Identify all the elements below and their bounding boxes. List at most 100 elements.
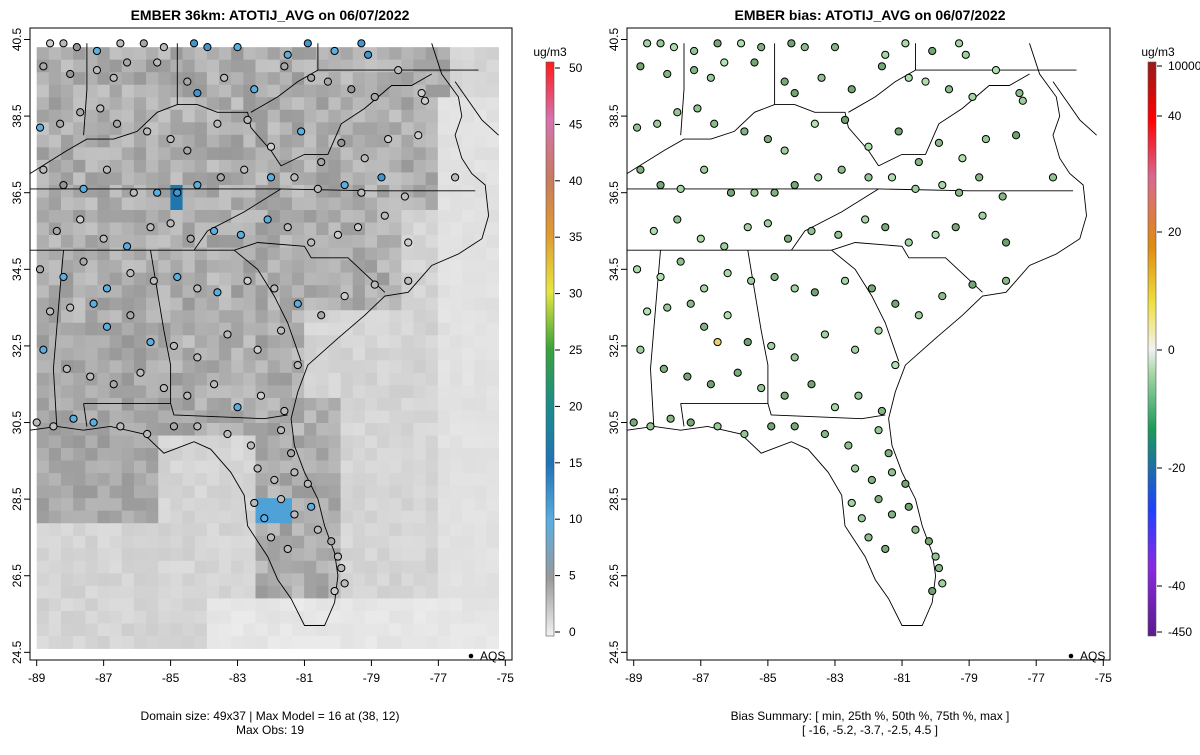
model-grid-cell (316, 59, 329, 73)
model-grid-cell (267, 498, 281, 512)
model-grid-cell (316, 335, 329, 349)
model-grid-cell (182, 172, 196, 186)
model-grid-cell (61, 635, 74, 649)
state-border (878, 73, 1030, 167)
model-grid-cell (255, 184, 269, 198)
model-grid-cell (243, 623, 256, 637)
model-grid-cell (121, 84, 135, 98)
model-grid-cell (97, 297, 111, 311)
monitor-site (420, 96, 430, 105)
model-grid-cell (267, 84, 281, 98)
monitor-site (89, 299, 98, 308)
model-grid-cell (462, 235, 475, 249)
model-grid-cell (364, 448, 378, 461)
model-grid-cell (61, 397, 74, 411)
model-grid-cell (377, 523, 390, 537)
bias-site (904, 238, 913, 247)
model-grid-cell (133, 335, 147, 349)
model-grid-cell (243, 297, 256, 311)
model-grid-cell (219, 109, 232, 123)
model-grid-cell (73, 310, 86, 324)
model-grid-cell (364, 385, 378, 399)
model-grid-cell (389, 360, 402, 374)
model-grid-cell (449, 535, 463, 549)
model-grid-cell (413, 385, 427, 399)
model-grid-cell (449, 485, 463, 499)
model-grid-cell (255, 109, 269, 123)
model-grid-cell (267, 372, 281, 386)
model-grid-cell (182, 109, 196, 123)
monitor-site (59, 39, 68, 48)
bias-site (981, 134, 990, 144)
y-tick-label: 38.5 (607, 104, 621, 128)
bias-site (901, 39, 910, 48)
model-grid-cell (194, 473, 208, 487)
model-grid-cell (36, 485, 50, 499)
model-grid-cell (255, 172, 269, 186)
model-grid-cell (474, 159, 487, 173)
bias-site (673, 108, 682, 117)
model-grid-cell (97, 84, 111, 98)
model-grid-cell (474, 134, 487, 148)
model-grid-cell (462, 623, 475, 637)
model-grid-cell (328, 448, 341, 461)
model-grid-cell (231, 285, 244, 299)
model-grid-cell (437, 97, 451, 111)
model-grid-cell (437, 122, 451, 136)
model-grid-cell (377, 423, 390, 436)
model-grid-cell (73, 335, 86, 349)
model-grid-cell (182, 360, 196, 374)
bias-site (881, 544, 890, 554)
model-grid-cell (437, 184, 451, 198)
model-grid-cell (401, 147, 414, 161)
model-grid-cell (389, 285, 402, 299)
model-grid-cell (194, 109, 208, 123)
bias-site (814, 173, 823, 182)
monitor-site (122, 58, 132, 67)
model-grid-cell (121, 147, 135, 161)
colorbar-tick-label: 10 (569, 512, 583, 526)
model-grid-cell (85, 97, 98, 111)
model-grid-cell (85, 347, 98, 361)
model-grid-cell (85, 560, 98, 574)
model-grid-cell (304, 147, 317, 161)
model-grid-cell (279, 560, 293, 574)
model-grid-cell (133, 285, 147, 299)
model-grid-cell (73, 485, 86, 499)
model-grid-cell (389, 473, 402, 487)
x-tick-label: -85 (759, 671, 777, 685)
monitor-site (59, 180, 68, 190)
right-bias-sites (629, 39, 1058, 596)
model-grid-cell (243, 147, 256, 161)
model-grid-cell (109, 385, 123, 399)
bias-site (874, 495, 883, 504)
bias-site (938, 579, 947, 588)
bias-site (643, 307, 652, 316)
monitor-site (102, 322, 112, 331)
model-grid-cell (291, 47, 305, 61)
model-grid-cell (413, 197, 427, 211)
model-grid-cell (109, 460, 123, 474)
monitor-site (266, 173, 276, 182)
model-grid-cell (389, 159, 402, 173)
model-grid-cell (61, 473, 74, 487)
monitor-site (450, 173, 460, 182)
model-grid-cell (462, 72, 475, 86)
model-grid-cell (109, 97, 123, 111)
model-grid-cell (474, 523, 487, 537)
model-grid-cell (352, 159, 366, 173)
model-grid-cell (449, 360, 463, 374)
bias-site (767, 422, 776, 431)
model-grid-cell (401, 410, 414, 424)
state-border (680, 403, 685, 427)
model-grid-cell (97, 410, 111, 424)
model-grid-cell (352, 585, 366, 599)
model-grid-cell (194, 322, 208, 336)
model-grid-cell (231, 47, 244, 61)
model-grid-cell (85, 448, 98, 461)
model-grid-cell (231, 147, 244, 161)
model-grid-cell (462, 372, 475, 386)
model-grid-cell (474, 385, 487, 399)
model-grid-cell (146, 147, 159, 161)
monitor-site (223, 429, 232, 439)
